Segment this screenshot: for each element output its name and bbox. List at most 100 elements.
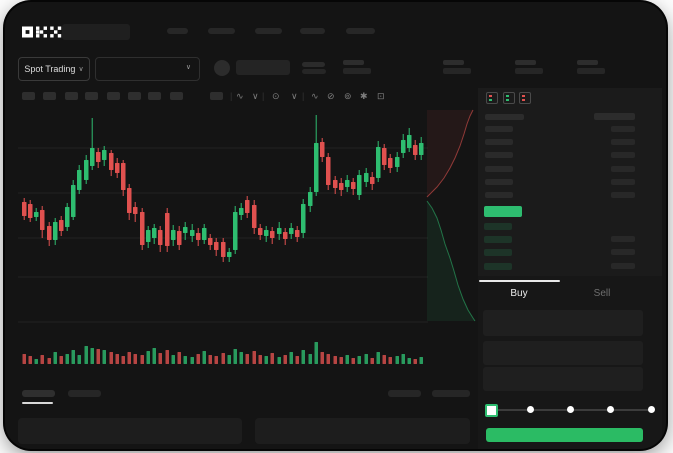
buy-submit-button[interactable] bbox=[486, 428, 643, 442]
ask-amount-placeholder bbox=[611, 152, 635, 158]
candle-body bbox=[127, 188, 132, 213]
icon-mark bbox=[522, 99, 525, 101]
trendline-icon[interactable]: ∿ bbox=[311, 91, 319, 101]
nav-item-placeholder[interactable] bbox=[167, 28, 188, 34]
chart-interval-placeholder[interactable] bbox=[210, 92, 223, 100]
candle-body bbox=[109, 153, 114, 170]
candle-body bbox=[90, 148, 95, 166]
nav-item-placeholder[interactable] bbox=[208, 28, 235, 34]
candle-body bbox=[133, 207, 138, 214]
volume-bar bbox=[84, 346, 88, 364]
candle-body bbox=[121, 163, 126, 190]
bid-amount-placeholder bbox=[611, 236, 635, 242]
bottom-tab-placeholder[interactable] bbox=[22, 390, 55, 397]
candle-body bbox=[77, 170, 82, 190]
tab-buy[interactable]: Buy bbox=[510, 288, 528, 299]
ask-price-placeholder[interactable] bbox=[485, 139, 513, 145]
candle-body bbox=[183, 227, 188, 233]
candle-body bbox=[345, 180, 350, 187]
slider-step-dot[interactable] bbox=[648, 406, 655, 413]
candle-body bbox=[233, 212, 238, 250]
active-tab-indicator bbox=[479, 280, 560, 282]
chart-interval-placeholder[interactable] bbox=[170, 92, 183, 100]
ask-price-placeholder[interactable] bbox=[485, 152, 513, 158]
logo-adjacent-placeholder bbox=[62, 24, 130, 40]
nav-item-placeholder[interactable] bbox=[255, 28, 282, 34]
bottom-action-placeholder[interactable] bbox=[432, 390, 470, 397]
volume-bar bbox=[351, 358, 355, 364]
chevron-down-icon[interactable]: ∨ bbox=[291, 91, 298, 101]
nav-item-placeholder[interactable] bbox=[300, 28, 325, 34]
ask-price-placeholder[interactable] bbox=[485, 192, 513, 198]
chart-interval-placeholder[interactable] bbox=[22, 92, 35, 100]
bottom-action-placeholder[interactable] bbox=[388, 390, 421, 397]
camera-icon[interactable]: ⊚ bbox=[344, 91, 352, 101]
candlestick-chart[interactable] bbox=[18, 108, 428, 368]
bid-price-placeholder[interactable] bbox=[484, 263, 512, 270]
volume-bar bbox=[221, 353, 225, 364]
ask-amount-placeholder bbox=[611, 166, 635, 172]
bid-price-placeholder[interactable] bbox=[484, 223, 512, 230]
volume-bar bbox=[171, 355, 175, 364]
volume-bar bbox=[152, 348, 156, 364]
candle-body bbox=[333, 180, 338, 188]
volume-bar bbox=[283, 355, 287, 364]
candle-body bbox=[71, 185, 76, 217]
bottom-tab-placeholder[interactable] bbox=[68, 390, 101, 397]
book-split-view-icon[interactable] bbox=[486, 92, 498, 104]
fullscreen-icon[interactable]: ⊡ bbox=[377, 91, 385, 101]
volume-bar bbox=[258, 355, 262, 364]
volume-bar bbox=[252, 351, 256, 364]
slider-step-dot[interactable] bbox=[527, 406, 534, 413]
order-input-placeholder[interactable] bbox=[483, 367, 643, 391]
order-input-placeholder[interactable] bbox=[483, 341, 643, 365]
measure-icon[interactable]: ⊘ bbox=[327, 91, 335, 101]
chevron-down-icon[interactable]: ∨ bbox=[252, 91, 259, 101]
chevron-down-icon: ∨ bbox=[185, 64, 191, 71]
slider-step-dot[interactable] bbox=[607, 406, 614, 413]
volume-bar bbox=[165, 350, 169, 364]
bid-price-placeholder[interactable] bbox=[484, 249, 512, 256]
tab-sell[interactable]: Sell bbox=[593, 288, 611, 299]
orderbook-depth-chart[interactable] bbox=[425, 108, 477, 323]
chart-interval-placeholder[interactable] bbox=[85, 92, 98, 100]
chart-interval-placeholder[interactable] bbox=[148, 92, 161, 100]
volume-bar bbox=[90, 348, 94, 364]
volume-bar bbox=[376, 352, 380, 364]
ask-amount-placeholder bbox=[611, 179, 635, 185]
market-type-selector[interactable]: Spot Trading ∨ bbox=[18, 57, 90, 81]
volume-bar bbox=[96, 349, 100, 364]
candle-body bbox=[22, 202, 27, 216]
volume-bar bbox=[245, 354, 249, 364]
volume-bar bbox=[233, 349, 237, 364]
ask-price-placeholder[interactable] bbox=[485, 126, 513, 132]
settings-gear-icon[interactable]: ✱ bbox=[360, 91, 368, 101]
price-placeholder bbox=[302, 62, 325, 67]
candle-body bbox=[96, 152, 101, 162]
amount-slider-handle[interactable] bbox=[485, 404, 498, 417]
book-bids-view-icon[interactable] bbox=[503, 92, 515, 104]
order-input-placeholder[interactable] bbox=[483, 310, 643, 336]
bid-price-placeholder[interactable] bbox=[484, 236, 512, 243]
volume-bar bbox=[146, 351, 150, 364]
candle-body bbox=[190, 230, 195, 236]
indicators-icon[interactable]: ⊙ bbox=[272, 91, 280, 101]
last-price-badge[interactable] bbox=[484, 206, 522, 217]
nav-item-placeholder[interactable] bbox=[346, 28, 375, 34]
volume-bar bbox=[333, 356, 337, 364]
book-asks-view-icon[interactable] bbox=[519, 92, 531, 104]
candle-body bbox=[419, 143, 424, 155]
candle-body bbox=[413, 145, 418, 155]
volume-bar bbox=[277, 357, 281, 364]
volume-bar bbox=[214, 356, 218, 364]
ask-price-placeholder[interactable] bbox=[485, 166, 513, 172]
chart-interval-placeholder[interactable] bbox=[107, 92, 120, 100]
chart-interval-placeholder[interactable] bbox=[128, 92, 141, 100]
ticker-stat-label bbox=[343, 60, 364, 65]
pair-dropdown[interactable]: ∨ bbox=[95, 57, 200, 81]
chart-interval-placeholder[interactable] bbox=[43, 92, 56, 100]
chart-interval-placeholder[interactable] bbox=[65, 92, 78, 100]
slider-step-dot[interactable] bbox=[567, 406, 574, 413]
ask-price-placeholder[interactable] bbox=[485, 179, 513, 185]
candle-style-icon[interactable]: ∿ bbox=[236, 91, 244, 101]
